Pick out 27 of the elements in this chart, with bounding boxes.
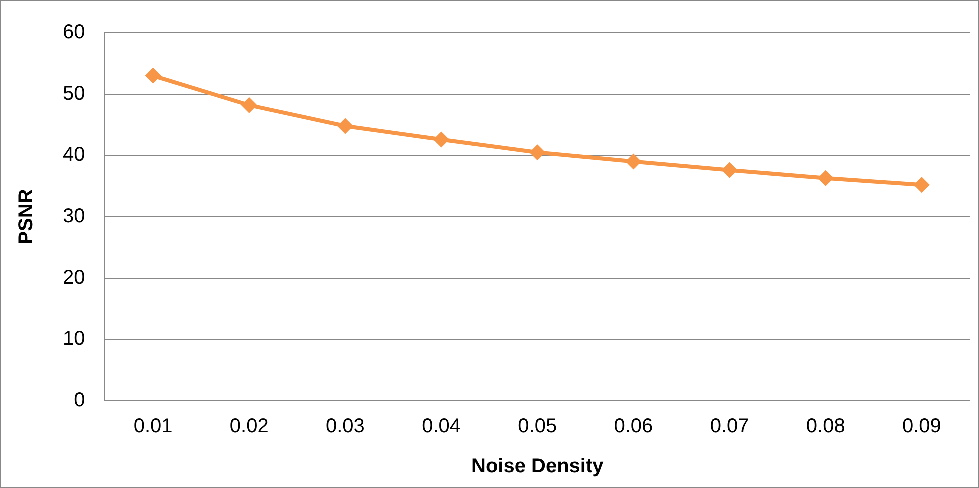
y-tick-label: 40 — [62, 144, 86, 166]
y-tick-label: 50 — [62, 82, 86, 105]
x-tick-label: 0.01 — [134, 416, 173, 438]
x-tick-label: 0.03 — [326, 416, 365, 438]
x-tick-label: 0.07 — [710, 416, 750, 438]
point — [530, 144, 546, 161]
y-tick-label: 30 — [62, 206, 86, 228]
point — [145, 68, 162, 84]
y-tick-label: 0 — [74, 390, 86, 412]
point — [818, 170, 834, 186]
point — [722, 162, 738, 178]
x-tick-label: 0.06 — [614, 416, 654, 438]
x-axis-title: Noise Density — [471, 456, 605, 478]
y-tick-label: 10 — [62, 328, 86, 350]
point — [241, 97, 258, 114]
point — [914, 177, 930, 194]
y-tick-label: 60 — [62, 22, 86, 44]
x-tick-label: 0.08 — [806, 416, 846, 438]
y-tick-label: 20 — [62, 266, 86, 289]
x-tick-label: 0.04 — [422, 416, 462, 438]
point — [337, 118, 354, 134]
y-axis-title: PSNR — [16, 188, 38, 245]
x-tick-label: 0.02 — [230, 416, 269, 438]
x-tick-label: 0.09 — [902, 416, 942, 438]
point — [434, 132, 450, 148]
point — [626, 154, 642, 170]
x-tick-label: 0.05 — [518, 416, 558, 438]
